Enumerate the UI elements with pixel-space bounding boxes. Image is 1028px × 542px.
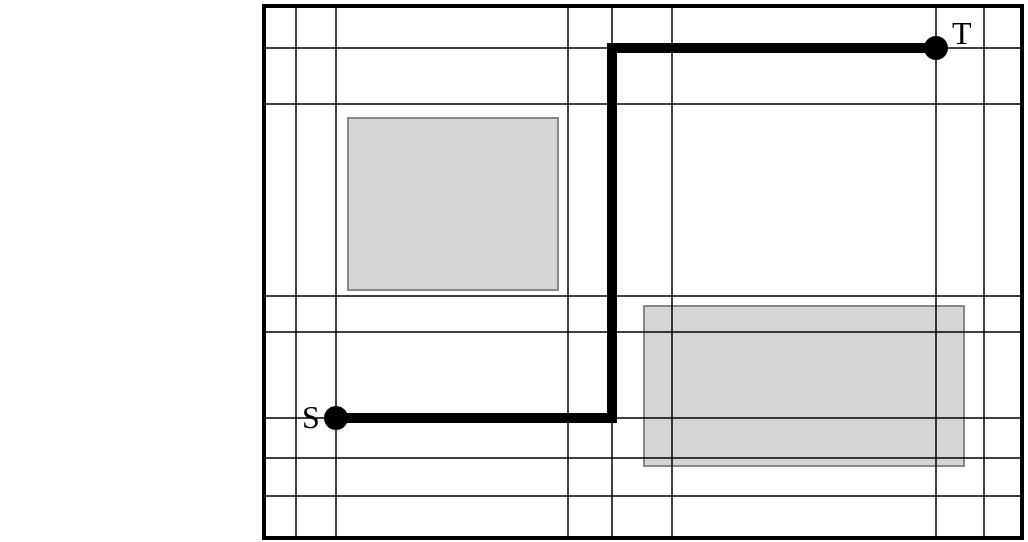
node-label-s: S bbox=[302, 399, 320, 435]
node-label-t: T bbox=[952, 15, 972, 51]
obstacle-0 bbox=[348, 118, 558, 290]
node-t bbox=[924, 36, 948, 60]
node-s bbox=[324, 406, 348, 430]
obstacle-1 bbox=[644, 306, 964, 466]
